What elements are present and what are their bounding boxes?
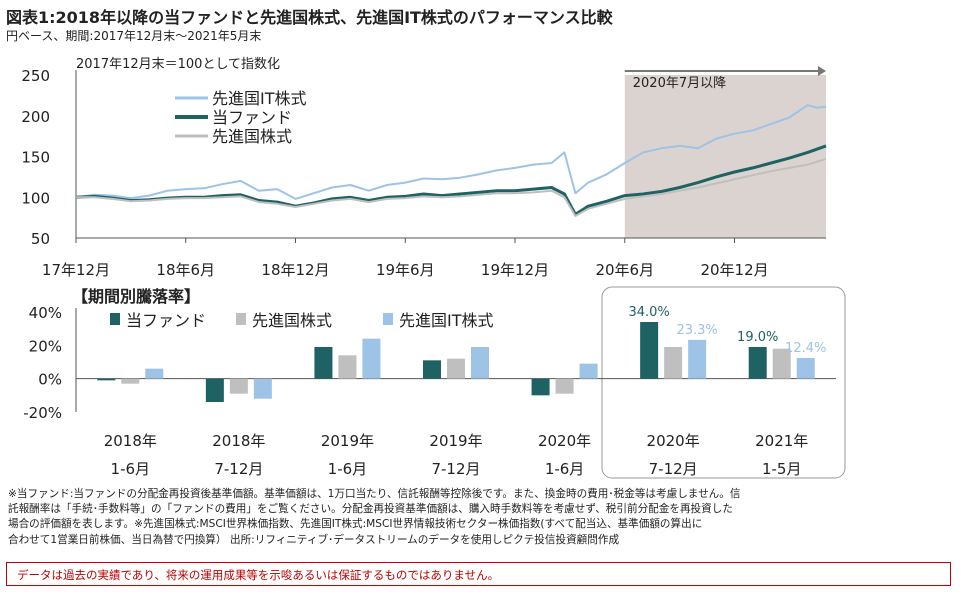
series-line-world xyxy=(76,157,827,217)
bar-category-label: 2018年 xyxy=(212,432,265,450)
bar-it xyxy=(688,339,707,379)
bar-it xyxy=(253,378,272,399)
index-annotation: 2017年12月末＝100として指数化 xyxy=(76,57,280,72)
legend-label-it: 先進国IT株式 xyxy=(212,89,307,108)
highlight-label: 2020年7月以降 xyxy=(633,76,726,91)
bar-it xyxy=(145,368,164,379)
bar-world xyxy=(338,355,357,379)
bar-world xyxy=(121,378,140,384)
bar-it xyxy=(471,347,489,379)
chart-area: 2020年7月以降 250 200 150 100 50 17年12月 18年6月 18年12月… xyxy=(21,57,846,479)
bar-fund xyxy=(531,378,550,396)
bar-y-tick-label: 0% xyxy=(38,371,62,389)
y-tick-label: 50 xyxy=(31,230,50,248)
section-label: 【期間別騰落率】 xyxy=(72,287,200,306)
bar-category-label: 2020年 xyxy=(538,432,591,450)
disclaimer-box: データは過去の実績であり、将来の運用成果等を示唆あるいは保証するものではありませ… xyxy=(6,562,951,586)
bar-legend-swatch-fund xyxy=(110,313,120,325)
bar-world xyxy=(447,358,465,379)
bar-it xyxy=(579,363,598,379)
legend-label-fund: 当ファンド xyxy=(212,108,292,127)
bar-category-label: 2019年 xyxy=(429,432,482,450)
bar-it xyxy=(362,338,381,379)
legend-label-world: 先進国株式 xyxy=(212,127,292,146)
x-tick-label: 17年12月 xyxy=(42,261,110,279)
bar-legend-label-world: 先進国株式 xyxy=(252,311,332,330)
bar-world xyxy=(555,378,574,394)
footnote-line: 託報酬率は「手続･手数料等」の「ファンドの費用」をご覧ください。分配金再投資基準… xyxy=(8,503,733,516)
bar-legend-swatch-world xyxy=(236,313,246,325)
series-line-it xyxy=(75,104,827,200)
y-tick-label: 250 xyxy=(21,67,50,85)
bar-category-label: 1-6月 xyxy=(111,460,151,478)
bar-it xyxy=(796,358,815,379)
line-chart: 2020年7月以降 250 200 150 100 50 17年12月 18年6月 18年12月… xyxy=(21,57,827,279)
bar-fund xyxy=(314,347,333,379)
bar-category-label: 1-5月 xyxy=(762,460,802,478)
y-tick-label: 100 xyxy=(21,189,50,207)
footnote-line: ※当ファンド:当ファンドの分配金再投資後基準価額。基準価額は、1万口当たり、信託… xyxy=(8,488,741,500)
bar-y-tick-label: -20% xyxy=(23,404,62,422)
bar-legend-label-fund: 当ファンド xyxy=(126,311,206,330)
bar-category-label: 2021年 xyxy=(755,432,808,450)
bar-legend-label-it: 先進国IT株式 xyxy=(399,311,494,330)
bar-category-label: 2020年 xyxy=(647,432,700,450)
x-tick-label: 20年6月 xyxy=(595,261,654,279)
bar-category-label: 7-12月 xyxy=(649,460,698,478)
footnote-line: 合わせて1営業日前株価、当日為替で円換算） 出所:リフィニティブ･データストリー… xyxy=(8,533,620,546)
bar-world xyxy=(664,347,683,379)
highlight-arrow-head xyxy=(818,66,826,76)
bar-y-tick-label: 40% xyxy=(29,304,62,322)
bar-world xyxy=(229,378,248,394)
x-tick-label: 18年6月 xyxy=(156,261,215,279)
footnote-line: 場合の評価額を表します。※先進国株式:MSCI世界株価指数、先進国IT株式:MS… xyxy=(8,518,703,531)
x-tick-label: 19年6月 xyxy=(376,261,435,279)
page-title: 図表1:2018年以降の当ファンドと先進国株式、先進国IT株式のパフォーマンス比… xyxy=(6,8,613,27)
x-tick-label: 20年12月 xyxy=(700,261,768,279)
bar-data-label: 12.4% xyxy=(785,341,826,356)
bar-category-label: 7-12月 xyxy=(214,460,263,478)
bar-legend-swatch-it xyxy=(383,313,393,325)
bar-chart: 【期間別騰落率】 40% 20% 0% -20% 当ファンド 先進国株式 先進国IT株式 201… xyxy=(23,286,846,479)
bar-fund xyxy=(640,322,659,379)
footnotes: ※当ファンド:当ファンドの分配金再投資後基準価額。基準価額は、1万口当たり、信託… xyxy=(8,487,960,548)
bar-category-label: 7-12月 xyxy=(431,460,480,478)
y-tick-label: 150 xyxy=(21,149,50,167)
page-subtitle: 円ベース、期間:2017年12月末～2021年5月末 xyxy=(6,29,262,43)
highlight-box xyxy=(601,286,846,479)
bar-category-label: 2018年 xyxy=(104,432,157,450)
bar-fund xyxy=(748,347,767,379)
bar-category-label: 1-6月 xyxy=(545,460,585,478)
x-tick-label: 19年12月 xyxy=(481,261,549,279)
bar-category-label: 2019年 xyxy=(321,432,374,450)
bar-data-label: 19.0% xyxy=(737,330,778,345)
bar-category-label: 1-6月 xyxy=(328,460,368,478)
bar-fund xyxy=(423,360,441,379)
bar-fund xyxy=(97,378,116,381)
bar-data-label: 23.3% xyxy=(676,323,717,338)
bar-data-label: 34.0% xyxy=(628,305,669,320)
x-tick-label: 18年12月 xyxy=(261,261,329,279)
bar-fund xyxy=(205,378,224,402)
bar-world xyxy=(772,348,791,379)
y-tick-label: 200 xyxy=(21,108,50,126)
bar-y-tick-label: 20% xyxy=(29,337,62,355)
